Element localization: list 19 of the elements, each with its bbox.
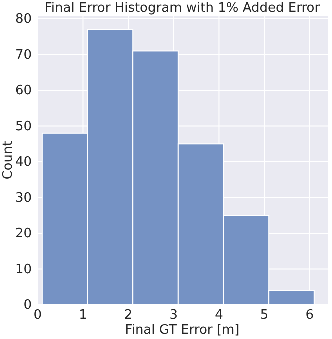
x-tick-label: 0 (34, 308, 42, 324)
x-tick-label: 6 (306, 308, 314, 324)
y-tick-label: 40 (15, 155, 32, 170)
x-tick-label: 5 (260, 308, 269, 324)
x-axis-title: Final GT Error [m] (125, 323, 240, 338)
chart-title: Final Error Histogram with 1% Added Error (44, 1, 321, 16)
y-tick-label: 10 (15, 262, 32, 278)
y-tick-label: 0 (24, 298, 32, 314)
x-tick-label: 2 (124, 308, 133, 324)
y-tick-label: 20 (15, 226, 32, 242)
x-tick-label: 3 (170, 308, 178, 324)
x-tick-label: 1 (79, 308, 88, 324)
y-tick-label: 60 (15, 84, 32, 99)
y-tick-label: 50 (15, 119, 32, 134)
y-tick-label: 70 (15, 48, 32, 63)
y-tick-label: 30 (15, 190, 32, 206)
y-tick-label: 80 (15, 12, 32, 28)
x-tick-label: 4 (215, 308, 224, 324)
y-axis-title: Count (1, 141, 16, 180)
